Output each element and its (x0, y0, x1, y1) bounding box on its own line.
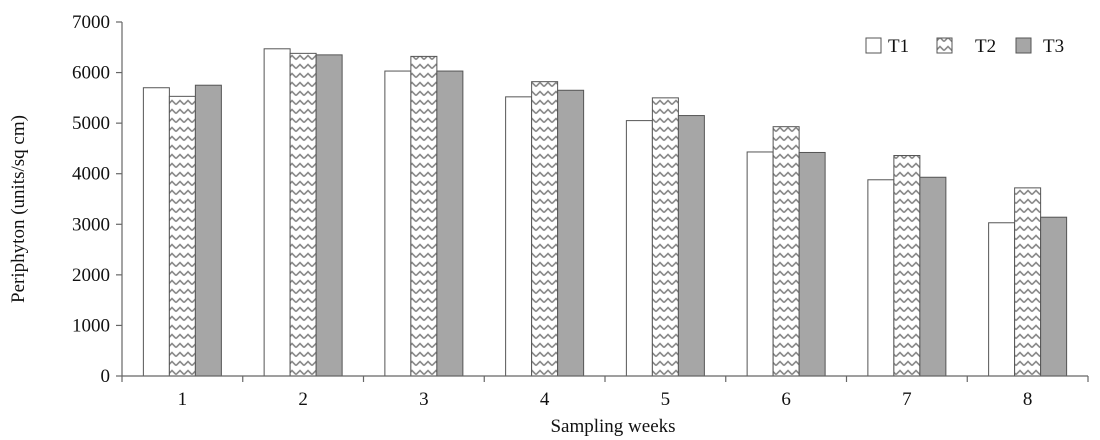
legend: T1 T2 T3 (865, 36, 1064, 57)
bar-t1-week-4 (505, 96, 533, 377)
bar-t3-week-1 (194, 84, 222, 377)
bar-t2-week-1 (168, 95, 196, 377)
y-tick-label: 5000 (72, 113, 110, 134)
bar-t1-week-5 (625, 120, 653, 377)
x-tick-label: 5 (661, 389, 671, 410)
bar-t2-week-5 (651, 97, 679, 377)
x-axis-title: Sampling weeks (550, 416, 675, 437)
legend-label-t1: T1 (888, 36, 909, 57)
bar-t3-week-6 (798, 151, 826, 377)
bar-t1-week-8 (988, 222, 1016, 377)
bars-layer (142, 48, 1068, 377)
bar-t3-week-2 (315, 54, 343, 377)
bar-t1-week-2 (263, 48, 291, 377)
y-tick-label: 6000 (72, 63, 110, 84)
y-axis-title: Periphyton (units/sq cm) (8, 115, 29, 303)
x-tick-label: 1 (178, 389, 188, 410)
bar-t2-week-4 (531, 81, 559, 377)
y-tick-label: 1000 (72, 315, 110, 336)
x-tick-label: 2 (298, 389, 308, 410)
bar-t3-week-8 (1040, 216, 1068, 377)
bar-t1-week-6 (746, 151, 774, 377)
bar-t2-week-7 (893, 155, 921, 377)
x-tick-label: 3 (419, 389, 429, 410)
legend-label-t2: T2 (975, 36, 996, 57)
bar-t1-week-1 (142, 87, 170, 377)
bar-t3-week-7 (919, 176, 947, 377)
bar-t1-week-7 (867, 179, 895, 377)
bar-t2-week-2 (289, 52, 317, 377)
bar-t3-week-4 (557, 89, 585, 377)
x-tick-label: 4 (540, 389, 550, 410)
bar-t3-week-5 (677, 115, 705, 377)
bar-t2-week-3 (410, 55, 438, 377)
y-tick-label: 7000 (72, 12, 110, 33)
bar-t2-week-8 (1014, 187, 1042, 377)
legend-swatch-t3 (1015, 37, 1032, 54)
y-tick-label: 3000 (72, 214, 110, 235)
legend-label-t3: T3 (1043, 36, 1064, 57)
y-tick-label: 4000 (72, 164, 110, 185)
y-tick-label: 0 (101, 366, 111, 387)
legend-swatch-t1 (865, 37, 882, 54)
x-tick-label: 6 (781, 389, 791, 410)
x-tick-label: 7 (902, 389, 912, 410)
legend-swatch-t2 (936, 37, 953, 54)
bar-t1-week-3 (384, 70, 412, 377)
y-tick-label: 2000 (72, 265, 110, 286)
x-tick-label: 8 (1023, 389, 1033, 410)
bar-t2-week-6 (772, 126, 800, 377)
bar-t3-week-3 (436, 70, 464, 377)
axes-layer: 0 1000 2000 3000 4000 5000 6000 7000 1 2 3 4 5 6 7 8 (72, 12, 1089, 410)
